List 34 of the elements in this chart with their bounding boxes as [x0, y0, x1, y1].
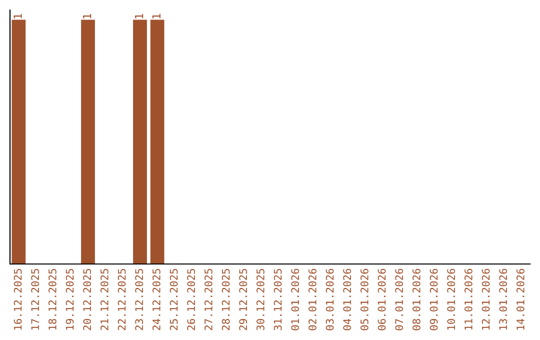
x-tick-label: 24.12.2025	[152, 269, 160, 330]
x-tick-label: 01.01.2026	[291, 268, 300, 330]
x-tick-label: 02.01.2026	[308, 268, 316, 330]
x-tick-label: 31.12.2025	[274, 269, 282, 330]
x-tick-label: 21.12.2025	[100, 269, 108, 330]
x-tick-label: 14.01.2026	[516, 268, 524, 330]
x-tick-label: 28.12.2025	[222, 269, 230, 330]
x-tick-label: 13.01.2026	[499, 268, 508, 330]
x-tick-label: 05.01.2026	[360, 268, 368, 330]
data-label: 1	[134, 14, 144, 18]
data-label: 1	[152, 14, 160, 18]
x-tick-label: 26.12.2025	[187, 269, 196, 330]
x-tick-label: 25.12.2025	[170, 269, 178, 330]
x-tick-label: 22.12.2025	[118, 269, 126, 330]
x-tick-label: 19.12.2025	[66, 269, 74, 330]
x-tick-label: 04.01.2026	[343, 268, 352, 330]
x-tick-label: 07.01.2026	[395, 268, 404, 330]
x-tick-label: 11.01.2026	[464, 268, 472, 330]
x-tick-label: 03.01.2026	[326, 268, 334, 330]
x-tick-label: 18.12.2025	[48, 269, 56, 330]
x-tick-label: 12.01.2026	[482, 268, 490, 330]
x-tick-label: 29.12.2025	[239, 269, 248, 330]
x-tick-label: 27.12.2025	[204, 269, 212, 330]
x-tick-label: 16.12.2025	[14, 269, 22, 330]
x-tick-label: 23.12.2025	[135, 269, 144, 330]
x-tick-label: 17.12.2025	[31, 269, 40, 330]
data-label: 1	[14, 14, 22, 18]
x-tick-label: 10.01.2026	[447, 268, 456, 330]
x-tick-label: 20.12.2025	[83, 269, 92, 330]
x-tick-label: 30.12.2025	[256, 269, 264, 330]
data-label: 1	[82, 14, 92, 18]
x-tick-label: 06.01.2026	[378, 268, 386, 330]
x-tick-label: 09.01.2026	[430, 268, 438, 330]
x-tick-label: 08.01.2026	[412, 268, 420, 330]
